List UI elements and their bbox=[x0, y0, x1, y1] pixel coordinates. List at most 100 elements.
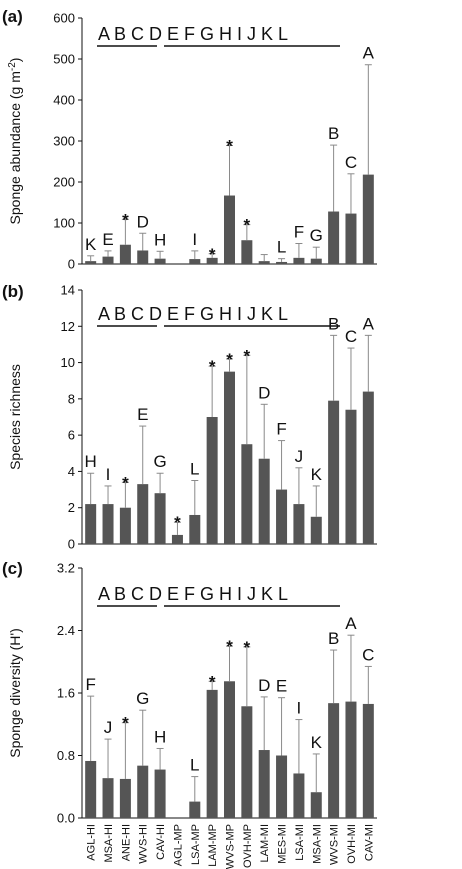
x-tick-label: LSA-MI bbox=[294, 824, 306, 861]
significance-letter: H bbox=[85, 452, 97, 471]
y-axis-label: Sponge diversity (H') bbox=[7, 628, 23, 758]
x-tick-label: OVH-MP bbox=[242, 824, 254, 868]
significance-letter: C bbox=[362, 645, 374, 664]
significance-letter: H bbox=[154, 230, 166, 249]
bar bbox=[310, 516, 322, 544]
y-tick-label: 2 bbox=[68, 500, 75, 515]
significance-letter: A bbox=[363, 314, 375, 333]
significance-star: * bbox=[244, 216, 251, 235]
x-tick-label: WVS-MP bbox=[225, 824, 237, 869]
x-tick-label: WVS-HI bbox=[138, 824, 150, 864]
significance-letter: E bbox=[276, 677, 287, 696]
x-tick-label: ANE-HI bbox=[120, 824, 132, 861]
significance-letter: K bbox=[311, 733, 323, 752]
significance-star: * bbox=[174, 513, 181, 532]
bar bbox=[189, 801, 201, 818]
y-axis-label-superscript: -2 bbox=[7, 62, 18, 71]
y-tick-label: 2.4 bbox=[57, 623, 75, 638]
significance-star: * bbox=[244, 346, 251, 365]
bar bbox=[293, 773, 305, 818]
bar bbox=[293, 257, 305, 264]
x-tick-label: CAV-HI bbox=[155, 824, 167, 860]
significance-letter: B bbox=[328, 124, 339, 143]
bar bbox=[345, 409, 357, 544]
significance-letter: G bbox=[310, 226, 323, 245]
y-tick-label: 6 bbox=[68, 428, 75, 443]
bar bbox=[241, 240, 253, 264]
bar bbox=[119, 507, 131, 544]
y-tick-label: 1.6 bbox=[57, 686, 75, 701]
bar bbox=[362, 703, 374, 818]
bar bbox=[224, 371, 235, 544]
y-tick-label: 0 bbox=[68, 257, 75, 272]
significance-letter: B bbox=[328, 314, 339, 333]
significance-star: * bbox=[226, 637, 233, 656]
significance-letter: F bbox=[276, 420, 286, 439]
bar bbox=[276, 755, 288, 818]
panel-label: (b) bbox=[2, 282, 24, 301]
y-axis-label-close: ) bbox=[7, 58, 23, 63]
bar bbox=[362, 391, 374, 544]
significance-letter: I bbox=[192, 230, 197, 249]
significance-letter: J bbox=[104, 718, 113, 737]
significance-letter: F bbox=[85, 675, 95, 694]
y-tick-label: 3.2 bbox=[57, 561, 75, 576]
x-tick-label: LAM-MP bbox=[207, 824, 219, 867]
bar bbox=[328, 400, 340, 544]
significance-letter: A bbox=[363, 44, 375, 63]
significance-letter: L bbox=[190, 756, 199, 775]
y-tick-label: 100 bbox=[53, 216, 75, 231]
bar bbox=[137, 484, 149, 544]
significance-letter: G bbox=[136, 689, 149, 708]
x-tick-label: AGL-HI bbox=[86, 824, 98, 861]
bar bbox=[258, 750, 270, 818]
x-tick-label: OVH-MI bbox=[346, 824, 358, 864]
bar bbox=[258, 261, 270, 264]
significance-letter: I bbox=[106, 465, 111, 484]
y-tick-label: 10 bbox=[61, 355, 75, 370]
bar bbox=[119, 244, 131, 264]
significance-star: * bbox=[122, 714, 129, 733]
bar bbox=[171, 534, 183, 544]
x-tick-label: AGL-MP bbox=[172, 824, 184, 866]
bar bbox=[102, 256, 114, 264]
significance-letter: E bbox=[137, 405, 148, 424]
bar bbox=[137, 250, 149, 264]
x-tick-label: CAV-MI bbox=[363, 824, 375, 861]
y-axis-label: Species richness bbox=[7, 364, 23, 470]
bar bbox=[85, 261, 97, 264]
significance-star: * bbox=[122, 210, 129, 229]
y-tick-label: 14 bbox=[61, 283, 75, 298]
bar bbox=[345, 213, 357, 264]
significance-letter: D bbox=[258, 383, 270, 402]
bar bbox=[154, 493, 166, 544]
bar bbox=[102, 778, 114, 818]
bar bbox=[154, 769, 166, 818]
bar bbox=[241, 444, 253, 544]
significance-star: * bbox=[209, 672, 216, 691]
bar bbox=[345, 701, 357, 818]
significance-letter: F bbox=[294, 223, 304, 242]
bar bbox=[102, 504, 114, 544]
bar bbox=[310, 792, 322, 818]
significance-star: * bbox=[226, 137, 233, 156]
bar bbox=[224, 195, 235, 264]
y-tick-label: 300 bbox=[53, 134, 75, 149]
x-tick-label: MES-MI bbox=[277, 824, 289, 864]
significance-letter: L bbox=[190, 460, 199, 479]
bar bbox=[258, 458, 270, 544]
significance-letter: C bbox=[345, 327, 357, 346]
bar bbox=[189, 259, 201, 264]
significance-star: * bbox=[122, 473, 129, 492]
significance-letter: K bbox=[311, 465, 323, 484]
significance-letter: D bbox=[137, 212, 149, 231]
y-tick-label: 8 bbox=[68, 391, 75, 406]
bar bbox=[293, 504, 305, 544]
bar bbox=[119, 778, 131, 818]
significance-letter: B bbox=[328, 629, 339, 648]
x-tick-label: MSA-MI bbox=[311, 824, 323, 864]
x-tick-label: WVS-MI bbox=[329, 824, 341, 865]
significance-star: * bbox=[209, 357, 216, 376]
x-tick-label: MSA-HI bbox=[103, 824, 115, 863]
